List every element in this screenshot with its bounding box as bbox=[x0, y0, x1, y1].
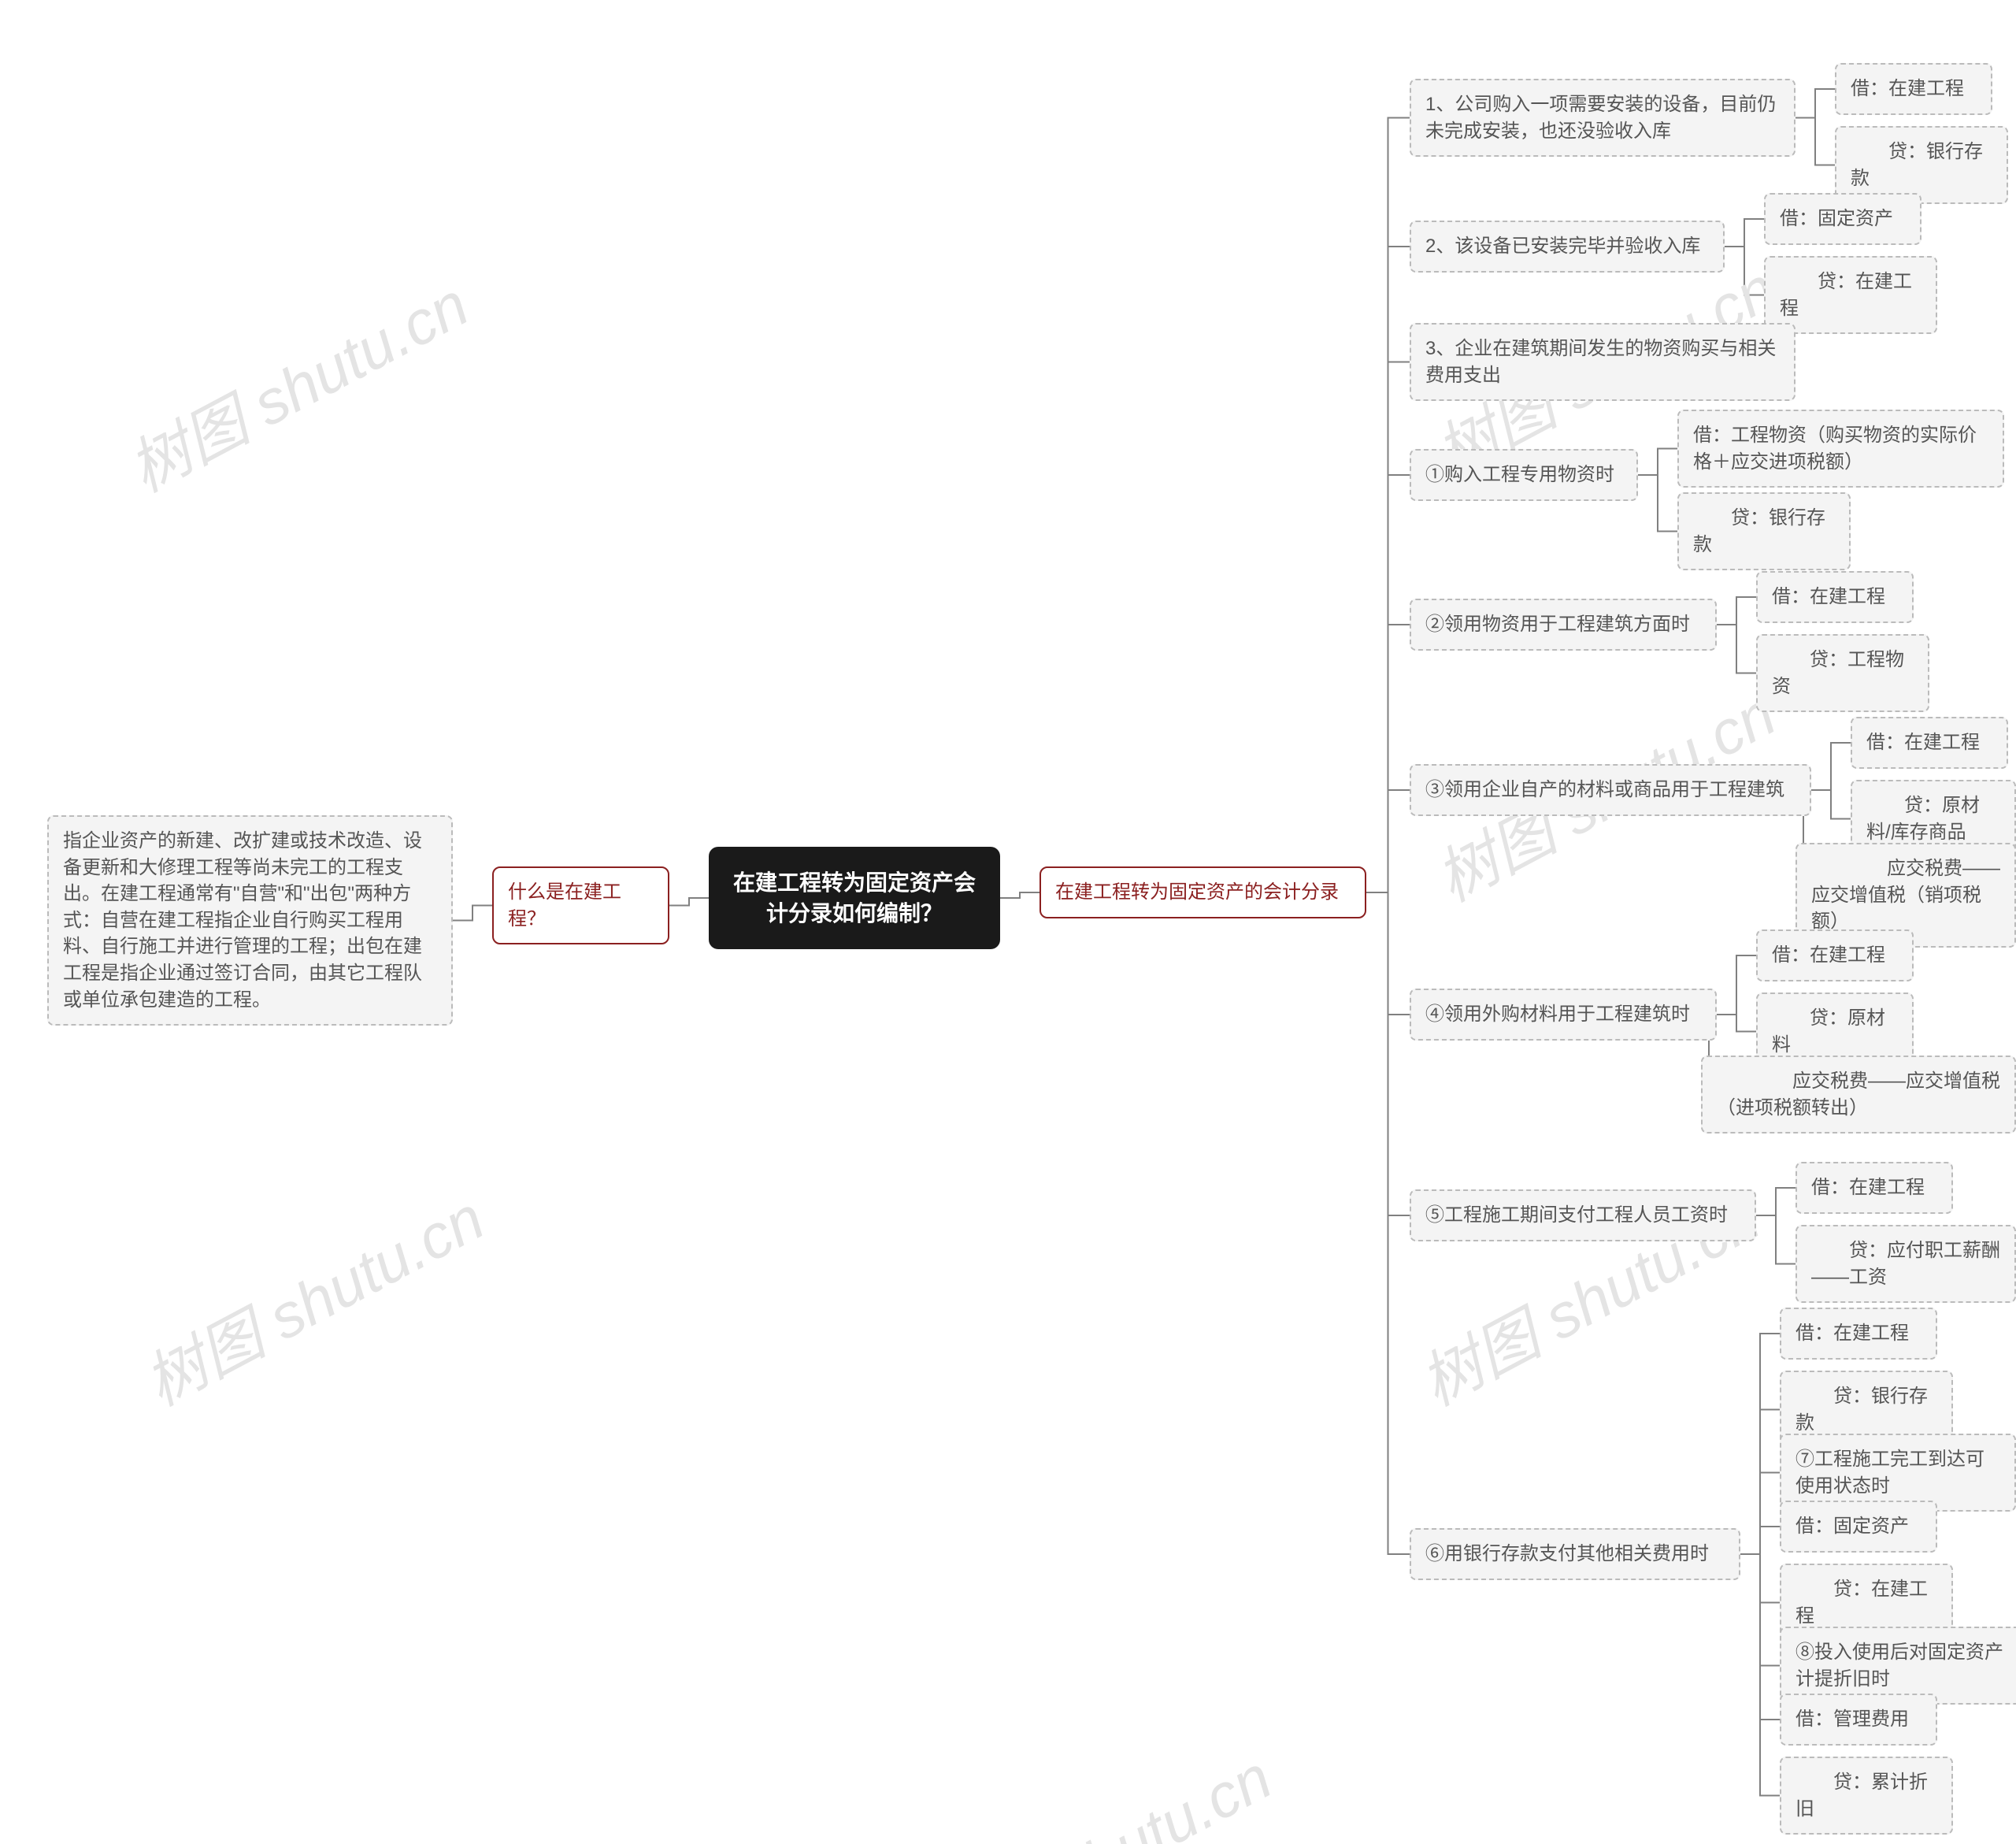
leaf-step4[interactable]: ④领用外购材料用于工程建筑时 bbox=[1410, 989, 1717, 1041]
branch-accounting-entries[interactable]: 在建工程转为固定资产的会计分录 bbox=[1040, 866, 1366, 918]
leaf-step4-cr2[interactable]: 应交税费——应交增值税（进项税额转出） bbox=[1701, 1056, 2016, 1133]
leaf-case2-dr[interactable]: 借：固定资产 bbox=[1764, 193, 1922, 245]
leaf-case2[interactable]: 2、该设备已安装完毕并验收入库 bbox=[1410, 221, 1725, 273]
leaf-step3-dr[interactable]: 借：在建工程 bbox=[1851, 717, 2008, 769]
watermark: 树图 shutu.cn bbox=[111, 257, 481, 510]
leaf-case1[interactable]: 1、公司购入一项需要安装的设备，目前仍未完成安装，也还没验收入库 bbox=[1410, 79, 1796, 157]
watermark: 树图 shutu.cn bbox=[127, 1171, 497, 1423]
leaf-cip-definition[interactable]: 指企业资产的新建、改扩建或技术改造、设备更新和大修理工程等尚未完工的工程支出。在… bbox=[47, 815, 453, 1026]
leaf-step3[interactable]: ③领用企业自产的材料或商品用于工程建筑 bbox=[1410, 764, 1811, 816]
leaf-step5-cr[interactable]: 贷：应付职工薪酬——工资 bbox=[1796, 1225, 2016, 1303]
leaf-step6-dr[interactable]: 借：在建工程 bbox=[1780, 1308, 1937, 1360]
leaf-step1[interactable]: ①购入工程专用物资时 bbox=[1410, 449, 1638, 501]
leaf-step5-dr[interactable]: 借：在建工程 bbox=[1796, 1162, 1953, 1214]
leaf-step4-dr[interactable]: 借：在建工程 bbox=[1756, 929, 1914, 981]
leaf-step1-cr[interactable]: 贷：银行存款 bbox=[1677, 492, 1851, 570]
watermark: 树图 shutu.cn bbox=[914, 1730, 1284, 1844]
root-node[interactable]: 在建工程转为固定资产会 计分录如何编制？ bbox=[709, 847, 1000, 949]
leaf-step2[interactable]: ②领用物资用于工程建筑方面时 bbox=[1410, 599, 1717, 651]
leaf-step2-dr[interactable]: 借：在建工程 bbox=[1756, 571, 1914, 623]
leaf-step1-dr[interactable]: 借：工程物资（购买物资的实际价格＋应交进项税额） bbox=[1677, 410, 2004, 488]
leaf-case1-dr[interactable]: 借：在建工程 bbox=[1835, 63, 1992, 115]
leaf-step7-dr[interactable]: 借：固定资产 bbox=[1780, 1501, 1937, 1553]
leaf-step2-cr[interactable]: 贷：工程物资 bbox=[1756, 634, 1929, 712]
branch-what-is-cip[interactable]: 什么是在建工程？ bbox=[492, 866, 669, 944]
leaf-case3[interactable]: 3、企业在建筑期间发生的物资购买与相关费用支出 bbox=[1410, 323, 1796, 401]
leaf-step5[interactable]: ⑤工程施工期间支付工程人员工资时 bbox=[1410, 1189, 1756, 1241]
leaf-step8-dr[interactable]: 借：管理费用 bbox=[1780, 1694, 1937, 1746]
leaf-step6[interactable]: ⑥用银行存款支付其他相关费用时 bbox=[1410, 1528, 1740, 1580]
leaf-step8-cr[interactable]: 贷：累计折旧 bbox=[1780, 1757, 1953, 1835]
